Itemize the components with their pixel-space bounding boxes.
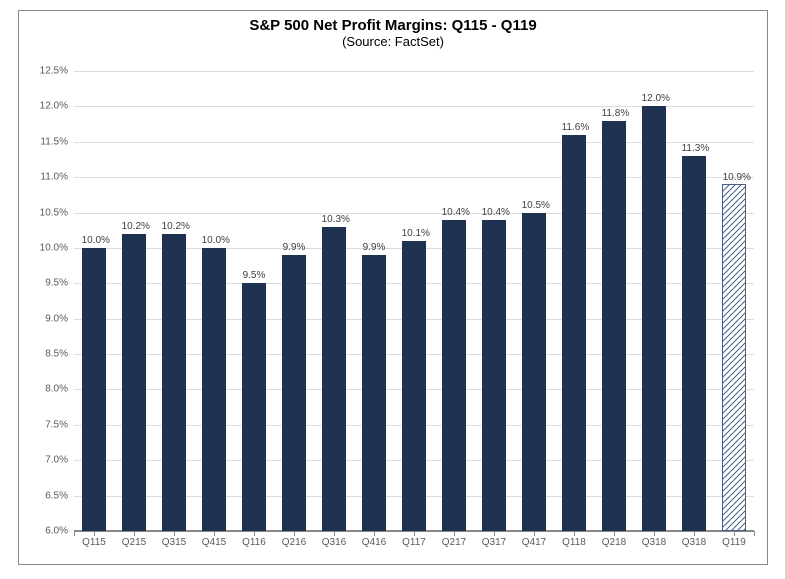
bar-slot: 10.4% (434, 71, 474, 531)
bar-value-label: 10.5% (522, 200, 547, 211)
bar: 9.5% (242, 283, 267, 531)
x-tick-label: Q317 (482, 531, 506, 548)
bar-value-label: 11.3% (682, 143, 707, 154)
plot-area: 6.0%6.5%7.0%7.5%8.0%8.5%9.0%9.5%10.0%10.… (74, 71, 754, 531)
x-tick-label: Q216 (282, 531, 306, 548)
bar-value-label: 12.0% (642, 93, 667, 104)
bar-value-label: 10.2% (122, 221, 147, 232)
bar-slot: 10.4% (474, 71, 514, 531)
bar: 10.5% (522, 213, 547, 531)
bar-value-label: 9.5% (242, 270, 267, 281)
bar: 10.0% (202, 248, 227, 531)
y-tick-label: 9.5% (45, 278, 74, 289)
bar-slot: 11.8% (594, 71, 634, 531)
bar-value-label: 10.2% (162, 221, 187, 232)
x-tick-label: Q416 (362, 531, 386, 548)
y-tick-label: 9.0% (45, 313, 74, 324)
bar-value-label: 10.3% (322, 214, 347, 225)
chart-subtitle: (Source: FactSet) (19, 34, 767, 49)
bar-slot: 9.9% (354, 71, 394, 531)
bar: 10.2% (122, 234, 147, 531)
chart-title: S&P 500 Net Profit Margins: Q115 - Q119 (19, 17, 767, 34)
x-tick-label: Q116 (242, 531, 266, 548)
bar: 10.4% (442, 220, 467, 531)
x-tick-label: Q217 (442, 531, 466, 548)
bar-value-label: 10.0% (82, 235, 107, 246)
bar-value-label: 10.4% (482, 207, 507, 218)
bar-slot: 9.5% (234, 71, 274, 531)
x-tick-label: Q119 (722, 531, 746, 548)
bar-value-label: 10.1% (402, 228, 427, 239)
y-tick-label: 7.0% (45, 455, 74, 466)
bar-slot: 11.3% (674, 71, 714, 531)
y-tick-label: 12.5% (40, 66, 74, 77)
bar-slot: 10.2% (154, 71, 194, 531)
x-tick-label: Q117 (402, 531, 426, 548)
bar-slot: 10.0% (74, 71, 114, 531)
bar-slot: 10.3% (314, 71, 354, 531)
bar: 10.9% (722, 184, 747, 531)
y-tick-label: 10.0% (40, 242, 74, 253)
x-tick-label: Q315 (162, 531, 186, 548)
bar-slot: 10.0% (194, 71, 234, 531)
x-tick-label: Q118 (562, 531, 586, 548)
chart-container: S&P 500 Net Profit Margins: Q115 - Q119 … (18, 10, 768, 565)
bar: 11.6% (562, 135, 587, 531)
x-tick-label: Q316 (322, 531, 346, 548)
y-tick-label: 11.0% (40, 172, 74, 183)
bar-slot: 12.0% (634, 71, 674, 531)
bar: 11.3% (682, 156, 707, 531)
y-tick-label: 7.5% (45, 419, 74, 430)
bar-slot: 10.1% (394, 71, 434, 531)
bar-slot: 9.9% (274, 71, 314, 531)
bar: 11.8% (602, 121, 627, 531)
bar-slot: 10.5% (514, 71, 554, 531)
bar-value-label: 9.9% (282, 242, 307, 253)
bar-value-label: 11.6% (562, 122, 587, 133)
x-tick-label: Q415 (202, 531, 226, 548)
bar: 10.0% (82, 248, 107, 531)
chart-title-block: S&P 500 Net Profit Margins: Q115 - Q119 … (19, 11, 767, 49)
bar: 10.3% (322, 227, 347, 531)
y-tick-label: 8.5% (45, 349, 74, 360)
y-tick-label: 11.5% (40, 136, 74, 147)
bar: 12.0% (642, 106, 667, 531)
x-tick-label: Q417 (522, 531, 546, 548)
bar-slot: 11.6% (554, 71, 594, 531)
bar: 9.9% (362, 255, 387, 531)
x-tick-label: Q218 (602, 531, 626, 548)
bar: 10.1% (402, 241, 427, 531)
y-tick-label: 10.5% (40, 207, 74, 218)
bar-value-label: 11.8% (602, 108, 627, 119)
x-tick-mark (74, 531, 75, 536)
bar: 9.9% (282, 255, 307, 531)
x-tick-label: Q318 (682, 531, 706, 548)
bar: 10.4% (482, 220, 507, 531)
y-tick-label: 6.5% (45, 490, 74, 501)
x-tick-label: Q318 (642, 531, 666, 548)
bar-value-label: 9.9% (362, 242, 387, 253)
x-tick-label: Q215 (122, 531, 146, 548)
bar-slot: 10.9% (714, 71, 754, 531)
x-tick-mark (754, 531, 755, 536)
bar-value-label: 10.4% (442, 207, 467, 218)
bar-value-label: 10.9% (723, 172, 746, 183)
bar-value-label: 10.0% (202, 235, 227, 246)
x-tick-label: Q115 (82, 531, 106, 548)
y-tick-label: 12.0% (40, 101, 74, 112)
bar: 10.2% (162, 234, 187, 531)
y-tick-label: 6.0% (45, 526, 74, 537)
y-tick-label: 8.0% (45, 384, 74, 395)
bar-slot: 10.2% (114, 71, 154, 531)
